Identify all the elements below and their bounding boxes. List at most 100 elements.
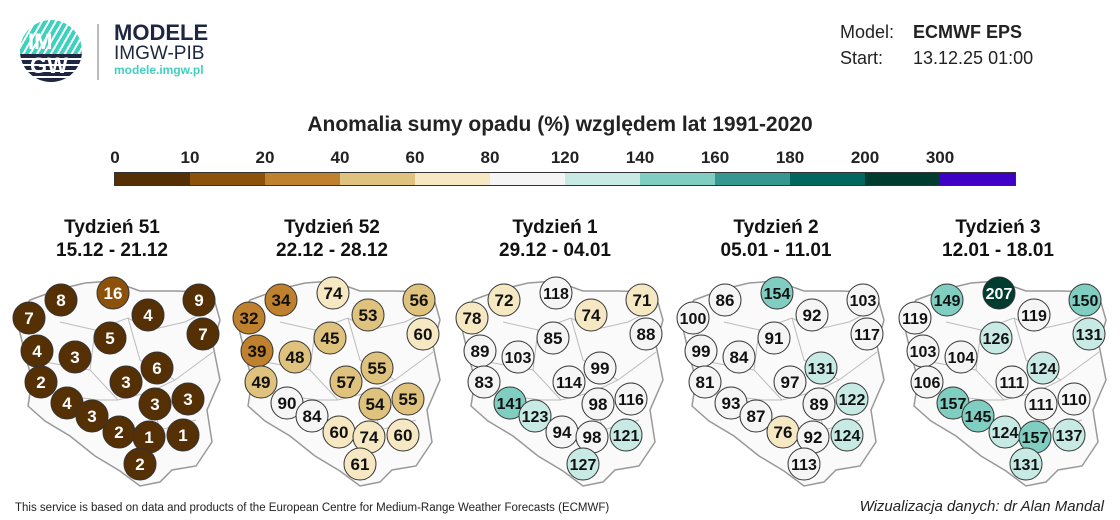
station-marker [96, 276, 130, 310]
station-value: 56 [410, 291, 429, 310]
station-value: 7 [198, 325, 207, 344]
model-value: ECMWF EPS [913, 22, 1023, 42]
station-value: 131 [808, 361, 835, 378]
station-marker [402, 283, 436, 317]
station-marker [1009, 447, 1043, 481]
colorbar-tick-label: 160 [700, 148, 730, 167]
station-marker [614, 382, 648, 416]
station-value: 111 [1000, 375, 1025, 392]
colorbar-segment [115, 173, 190, 185]
poland-map: 100 86 154 103 92 91 117 99 84 81 131 97 93 87 89 122 76… [676, 276, 885, 487]
station-marker [295, 399, 329, 433]
station-value: 92 [804, 428, 823, 447]
colorbar-tick-label: 10 [180, 148, 200, 167]
station-marker [574, 298, 608, 332]
station-marker [835, 382, 869, 416]
station-marker [795, 298, 829, 332]
brand-name: MODELE [114, 20, 209, 45]
station-marker [278, 340, 312, 374]
station-marker [487, 283, 521, 317]
station-value: 126 [983, 331, 1010, 348]
station-value: 119 [902, 311, 928, 328]
station-value: 8 [56, 291, 65, 310]
station-marker [1068, 283, 1102, 317]
station-marker [552, 365, 586, 399]
station-value: 3 [87, 407, 96, 426]
station-value: 114 [556, 375, 582, 392]
station-marker [316, 276, 350, 310]
station-value: 124 [992, 425, 1019, 442]
brand-org: IMGW-PIB [114, 43, 205, 64]
colorbar-tick-label: 200 [850, 148, 880, 167]
station-value: 84 [303, 407, 322, 426]
station-value: 97 [781, 373, 800, 392]
station-value: 93 [722, 394, 741, 413]
station-value: 74 [324, 284, 343, 303]
station-marker [995, 365, 1029, 399]
week-label: Tydzień 2 [733, 217, 819, 238]
week-dates: 29.12 - 04.01 [499, 240, 611, 261]
station-value: 2 [114, 423, 123, 442]
station-value: 78 [463, 309, 482, 328]
week-dates: 22.12 - 28.12 [276, 240, 388, 261]
station-value: 55 [368, 359, 387, 378]
station-value: 86 [716, 291, 735, 310]
station-value: 111 [1029, 397, 1054, 414]
station-marker [455, 301, 489, 335]
station-value: 4 [143, 306, 153, 325]
station-marker [802, 387, 836, 421]
station-marker [58, 340, 92, 374]
station-value: 1 [144, 428, 153, 447]
station-value: 157 [1022, 430, 1049, 447]
station-marker [930, 283, 964, 317]
station-marker [351, 298, 385, 332]
colorbar-segment [190, 173, 265, 185]
station-marker [739, 399, 773, 433]
station-marker [944, 340, 978, 374]
station-marker [244, 365, 278, 399]
station-value: 7 [24, 309, 33, 328]
week-title: Tydzień 1 29.12 - 04.01 [455, 216, 655, 262]
station-marker [609, 418, 643, 452]
station-value: 1 [178, 426, 187, 445]
station-value: 131 [1013, 457, 1040, 474]
station-marker [1026, 351, 1060, 385]
station-value: 121 [613, 428, 640, 445]
station-value: 119 [1021, 308, 1047, 325]
station-value: 123 [522, 409, 549, 426]
station-value: 9 [194, 291, 203, 310]
station-value: 48 [286, 348, 305, 367]
station-value: 98 [589, 395, 608, 414]
station-value: 106 [914, 375, 941, 392]
start-label: Start: [840, 48, 884, 68]
colorbar-tick-label: 140 [625, 148, 655, 167]
colorbar-tick-label: 40 [330, 148, 350, 167]
brand-site-link[interactable]: modele.imgw.pl [114, 63, 204, 77]
station-value: 85 [544, 329, 563, 348]
station-value: 116 [618, 392, 644, 409]
station-value: 104 [948, 350, 975, 367]
start-value: 13.12.25 01:00 [913, 48, 1034, 68]
week-label: Tydzień 51 [64, 217, 160, 238]
station-marker [536, 321, 570, 355]
week-label: Tydzień 52 [284, 217, 380, 238]
colorbar-segment [265, 173, 340, 185]
colorbar-tick-label: 300 [925, 148, 955, 167]
station-value: 60 [414, 325, 433, 344]
logo-text-bottom: GW [30, 53, 68, 78]
station-marker [629, 317, 663, 351]
station-value: 150 [1072, 293, 1099, 310]
station-marker [722, 340, 756, 374]
station-marker [182, 283, 216, 317]
station-marker [166, 418, 200, 452]
station-value: 94 [553, 423, 572, 442]
station-marker [358, 387, 392, 421]
station-marker [360, 351, 394, 385]
station-value: 100 [680, 311, 707, 328]
station-marker [581, 387, 615, 421]
station-value: 88 [637, 325, 656, 344]
